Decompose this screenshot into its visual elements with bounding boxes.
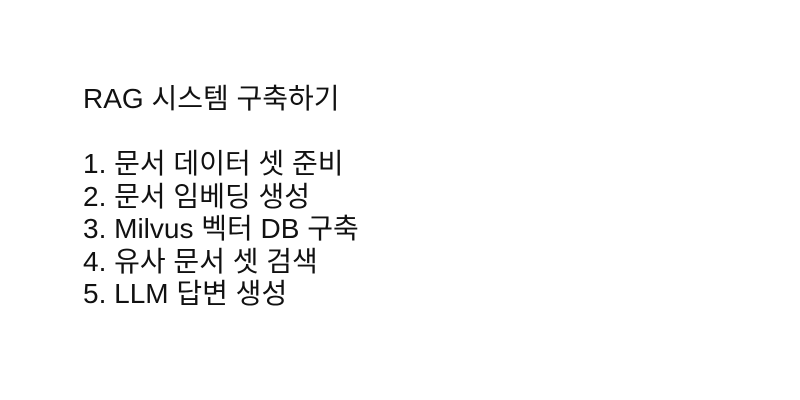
step-item-3: 3. Milvus 벡터 DB 구축 [83, 213, 359, 244]
page-title: RAG 시스템 구축하기 [83, 83, 340, 114]
document-content: RAG 시스템 구축하기 1. 문서 데이터 셋 준비 2. 문서 임베딩 생성… [83, 84, 763, 311]
step-item-5: 5. LLM 답변 생성 [83, 278, 288, 309]
step-item-4: 4. 유사 문서 셋 검색 [83, 245, 318, 277]
step-list: 1. 문서 데이터 셋 준비 2. 문서 임베딩 생성 3. Milvus 벡터… [83, 148, 763, 311]
step-item-2: 2. 문서 임베딩 생성 [83, 180, 311, 212]
step-item-1: 1. 문서 데이터 셋 준비 [83, 148, 344, 179]
